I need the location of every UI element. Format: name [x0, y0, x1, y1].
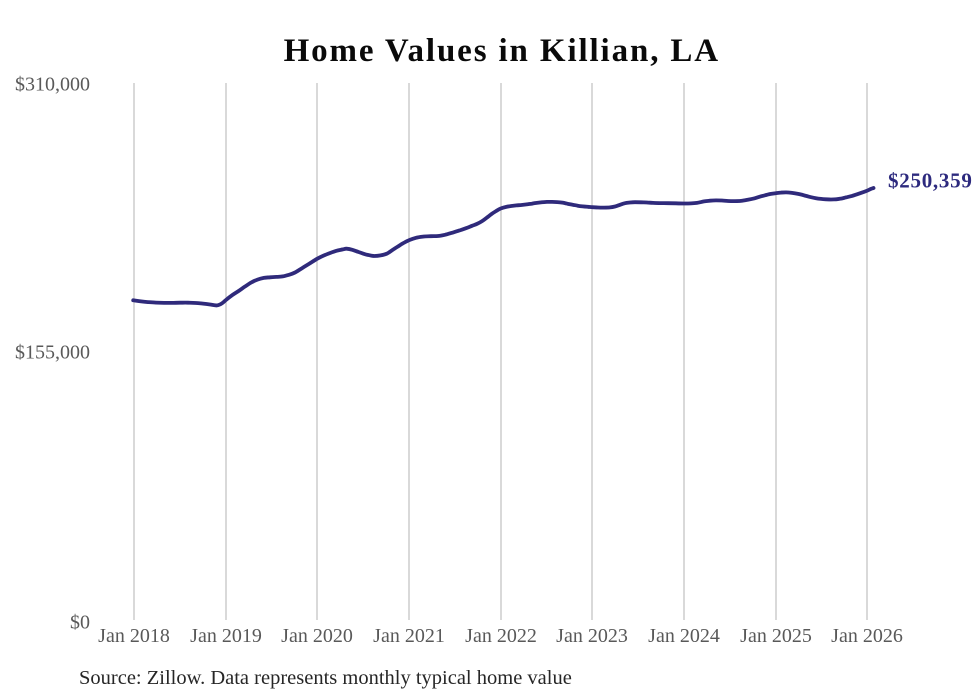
svg-text:Jan 2022: Jan 2022: [465, 625, 537, 647]
svg-text:Jan 2021: Jan 2021: [373, 625, 445, 647]
svg-text:$250,359: $250,359: [888, 168, 973, 192]
svg-text:$0: $0: [70, 612, 90, 634]
svg-text:$155,000: $155,000: [15, 342, 90, 364]
svg-text:Jan 2019: Jan 2019: [190, 625, 262, 647]
svg-text:Source: Zillow. Data represent: Source: Zillow. Data represents monthly …: [79, 667, 572, 689]
svg-text:Jan 2020: Jan 2020: [281, 625, 353, 647]
svg-text:$310,000: $310,000: [15, 74, 90, 96]
svg-text:Jan 2026: Jan 2026: [831, 625, 903, 647]
svg-text:Jan 2018: Jan 2018: [98, 625, 170, 647]
svg-text:Jan 2023: Jan 2023: [556, 625, 628, 647]
svg-text:Jan 2024: Jan 2024: [648, 625, 720, 647]
svg-text:Home Values in Killian, LA: Home Values in Killian, LA: [284, 33, 720, 69]
svg-text:Jan 2025: Jan 2025: [740, 625, 812, 647]
